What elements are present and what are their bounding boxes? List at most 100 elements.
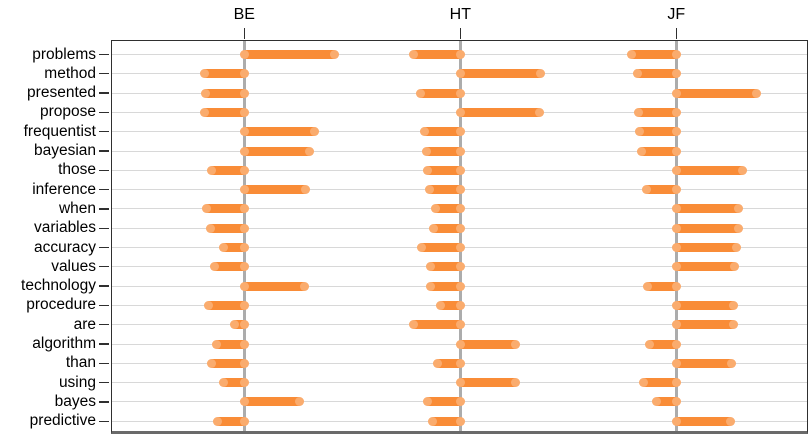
bar-endcap <box>671 50 681 59</box>
bar-endcap <box>733 204 743 214</box>
bar-endcap <box>632 69 642 79</box>
row-tick <box>99 73 110 75</box>
bar-ht-method <box>455 69 545 79</box>
bar-endcap <box>435 300 445 310</box>
bar-be-inference <box>239 185 310 195</box>
bar-endcap <box>455 416 465 426</box>
bar-endcap <box>239 165 249 175</box>
bar-jf-method <box>632 69 681 79</box>
row-tick <box>99 343 110 345</box>
bar-endcap <box>728 300 738 310</box>
bar-endcap <box>239 378 249 388</box>
bar-ht-procedure <box>435 300 465 310</box>
bar-endcap <box>239 107 249 117</box>
bar-endcap <box>422 165 432 175</box>
bar-endcap <box>455 320 465 330</box>
bar-endcap <box>455 300 465 310</box>
row-label-when: when <box>58 199 96 217</box>
bar-ht-propose <box>455 107 544 117</box>
bar-endcap <box>419 127 429 137</box>
bar-endcap <box>455 69 465 79</box>
row-tick <box>99 401 110 403</box>
bar-endcap <box>239 397 249 407</box>
group-label-jf: JF <box>667 6 686 23</box>
bar-be-presented <box>200 88 249 98</box>
bar-be-when <box>201 204 249 214</box>
bar-endcap <box>671 146 681 156</box>
bar-endcap <box>534 107 544 117</box>
bar-endcap <box>671 262 681 272</box>
bar-endcap <box>199 107 209 117</box>
bar-jf-variables <box>671 223 743 233</box>
row-label-frequentist: frequentist <box>23 122 96 140</box>
bar-endcap <box>455 50 465 59</box>
bar-endcap <box>731 243 741 252</box>
top-tick-ht <box>459 27 461 39</box>
row-label-are: are <box>73 315 96 333</box>
top-tick-jf <box>675 27 677 39</box>
bar-endcap <box>206 165 216 175</box>
bar-ht-problems <box>408 50 465 59</box>
bar-endcap <box>671 243 681 252</box>
row-label-bayesian: bayesian <box>33 142 96 159</box>
bar-be-predictive <box>212 416 249 426</box>
bar-endcap <box>425 262 435 272</box>
row-tick <box>99 266 110 268</box>
bar-endcap <box>455 107 465 117</box>
bar-endcap <box>535 69 545 79</box>
bar-endcap <box>455 281 465 291</box>
bar-jf-are <box>671 320 738 330</box>
bar-jf-inference <box>641 185 681 195</box>
row-label-than: than <box>65 354 96 372</box>
top-tick-be <box>243 27 245 39</box>
row-label-bayes: bayes <box>54 392 96 410</box>
bar-endcap <box>239 204 249 214</box>
bar-be-using <box>218 378 249 388</box>
bar-jf-predictive <box>671 416 735 426</box>
bar-endcap <box>218 378 228 388</box>
bar-endcap <box>422 397 432 407</box>
bar-endcap <box>642 281 652 291</box>
bar-endcap <box>212 416 222 426</box>
bar-endcap <box>455 397 465 407</box>
bar-endcap <box>634 127 644 137</box>
row-label-presented: presented <box>27 84 96 102</box>
bar-ht-variables <box>428 223 465 233</box>
bar-endcap <box>300 185 310 195</box>
row-label-those: those <box>58 161 96 179</box>
bar-endcap <box>424 185 434 195</box>
bar-ht-inference <box>424 185 465 195</box>
row-label-accuracy: accuracy <box>33 238 96 256</box>
row-tick <box>99 304 110 307</box>
bar-endcap <box>737 165 747 175</box>
bar-endcap <box>455 339 465 349</box>
row-tick <box>99 150 110 152</box>
bar-endcap <box>239 243 249 252</box>
bar-endcap <box>644 339 654 349</box>
row-tick <box>99 324 110 326</box>
row-label-method: method <box>44 64 96 82</box>
bar-endcap <box>239 339 249 349</box>
bar-endcap <box>294 397 304 407</box>
bar-endcap <box>239 127 249 137</box>
plot-area <box>99 27 808 434</box>
bar-endcap <box>725 416 735 426</box>
bar-endcap <box>671 281 681 291</box>
row-label-algorithm: algorithm <box>32 335 96 352</box>
bar-endcap <box>239 185 249 195</box>
bar-endcap <box>203 300 213 310</box>
bar-endcap <box>641 185 651 195</box>
bar-endcap <box>733 223 743 233</box>
bar-endcap <box>633 107 643 117</box>
bar-endcap <box>304 146 314 156</box>
row-label-problems: problems <box>32 45 96 63</box>
bar-ht-than <box>432 358 465 368</box>
bar-be-problems <box>239 50 339 59</box>
bar-endcap <box>239 320 249 330</box>
bar-be-those <box>206 165 249 175</box>
row-tick <box>99 246 110 249</box>
row-tick <box>99 111 110 114</box>
bar-endcap <box>671 88 681 98</box>
bar-be-bayesian <box>239 146 314 156</box>
bar-endcap <box>671 69 681 79</box>
